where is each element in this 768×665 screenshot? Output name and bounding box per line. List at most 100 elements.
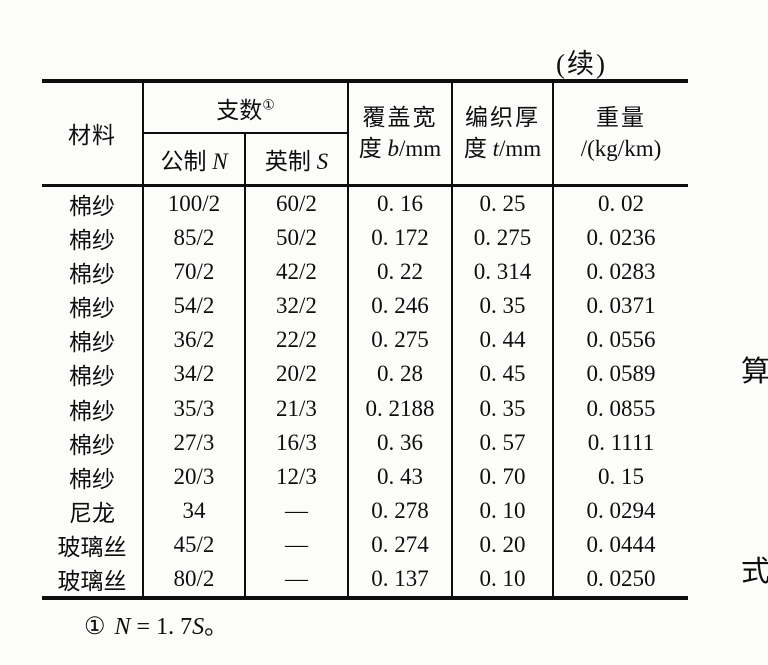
table-cell: 0. 20 — [452, 528, 554, 563]
table-cell: — — [245, 528, 349, 563]
table-cell: 85/2 — [143, 220, 246, 255]
table-cell: 35/3 — [143, 391, 246, 426]
header-cover-width: 覆盖宽 度 b/mm — [348, 81, 453, 187]
table-cell: 45/2 — [143, 528, 246, 563]
table-cell: 54/2 — [143, 288, 246, 324]
table-row: 棉纱 85/2 50/2 0. 172 0. 275 0. 0236 — [42, 220, 688, 255]
table-cell: 0. 275 — [348, 323, 453, 358]
table-cell: 玻璃丝 — [42, 528, 144, 563]
table-cell: 棉纱 — [42, 254, 144, 289]
table-cell: 0. 137 — [348, 562, 453, 599]
table-cell: 棉纱 — [42, 391, 144, 426]
table-cell: 27/3 — [143, 425, 246, 460]
table-cell: 0. 1111 — [587, 429, 655, 455]
footnote-ref-icon: ① — [262, 97, 275, 113]
table-cell: 0. 45 — [452, 357, 554, 392]
table-cell: 玻璃丝 — [42, 562, 144, 599]
table-cell: 0. 35 — [452, 391, 554, 426]
footnote-text: N = 1. 7S。 — [114, 614, 229, 640]
table-cell: 0. 314 — [452, 254, 554, 289]
header-material: 材料 — [42, 81, 144, 187]
table-cell: 0. 28 — [348, 357, 453, 392]
footnote: ① N = 1. 7S。 — [84, 606, 228, 641]
table-cell: 12/3 — [245, 459, 349, 494]
table-row: 棉纱 70/2 42/2 0. 22 0. 314 0. 0283 — [42, 254, 688, 289]
table-cell: 0. 0589 — [586, 361, 656, 387]
table-cell: 0. 02 — [598, 190, 644, 216]
table-cell: 16/3 — [245, 425, 349, 460]
table-cell: 80/2 — [143, 562, 246, 599]
table-cell: 棉纱 — [42, 425, 144, 460]
table-cell: 0. 70 — [452, 459, 554, 494]
table-cell: 100/2 — [143, 185, 246, 221]
adjacent-column-text-bottom: 式 — [741, 556, 768, 588]
table-cell: 0. 0371 — [586, 292, 656, 318]
table-cell: 棉纱 — [42, 323, 144, 358]
table-cell: 0. 275 — [452, 220, 554, 255]
table-cell: 34/2 — [143, 357, 246, 392]
header-count-group: 支数① — [143, 81, 349, 134]
table-cell: 棉纱 — [42, 357, 144, 392]
table-cell: 棉纱 — [42, 185, 144, 221]
table-cell: 36/2 — [143, 323, 246, 358]
table-cell: 棉纱 — [42, 288, 144, 324]
table-row: 棉纱 20/3 12/3 0. 43 0. 70 0. 15 — [42, 459, 688, 494]
table-cell: 50/2 — [245, 220, 349, 255]
table-row: 玻璃丝 45/2—0. 274 0. 20 0. 0444 — [42, 528, 688, 563]
table-cell: — — [245, 494, 349, 529]
table-cell: 0. 10 — [452, 494, 554, 529]
table-cell: 0. 0236 — [586, 224, 656, 250]
table-body: 棉纱 100/2 60/2 0. 16 0. 25 0. 02 棉纱 85/2 50/2 0. 1… — [42, 185, 688, 599]
table-cell: 22/2 — [245, 323, 349, 358]
header-row-1: 材料 支数① 覆盖宽 度 b/mm 编织厚 度 t/mm 重量 /(kg/km) — [42, 81, 688, 187]
material-count-table: 材料 支数① 覆盖宽 度 b/mm 编织厚 度 t/mm 重量 /(kg/km) — [42, 79, 688, 601]
table-header: 材料 支数① 覆盖宽 度 b/mm 编织厚 度 t/mm 重量 /(kg/km) — [42, 81, 688, 187]
table-cell: 0. 35 — [452, 288, 554, 324]
adjacent-column-text-top: 算 — [741, 356, 768, 388]
table-row: 尼龙 34—0. 278 0. 10 0. 0294 — [42, 494, 688, 529]
table-cell: 20/2 — [245, 357, 349, 392]
table-cell: 20/3 — [143, 459, 246, 494]
table-cell: 0. 2188 — [348, 391, 453, 426]
table-cell: 0. 274 — [348, 528, 453, 563]
table-cell: 0. 44 — [452, 323, 554, 358]
table-cell: 0. 172 — [348, 220, 453, 255]
table-cell: 42/2 — [245, 254, 349, 289]
table-cell: 0. 0283 — [586, 258, 656, 284]
table-cell: 棉纱 — [42, 459, 144, 494]
table-cell: 0. 16 — [348, 185, 453, 221]
table-row: 棉纱 36/2 22/2 0. 275 0. 44 0. 0556 — [42, 323, 688, 358]
header-metric-count: 公制 N — [143, 133, 246, 187]
table-cell: 0. 10 — [452, 562, 554, 599]
table-cell: 0. 25 — [452, 185, 554, 221]
table-cell: 0. 0294 — [586, 498, 656, 524]
continued-label: (续) — [556, 49, 607, 79]
table-cell: 0. 15 — [598, 463, 644, 489]
table-cell: 34 — [143, 494, 246, 529]
table-cell: 0. 246 — [348, 288, 453, 324]
table-cell: 0. 57 — [452, 425, 554, 460]
table-cell: 尼龙 — [42, 494, 144, 529]
header-weight: 重量 /(kg/km) — [553, 81, 688, 187]
header-row-2: 公制 N 英制 S — [42, 133, 688, 187]
table-cell: 0. 43 — [348, 459, 453, 494]
table-cell: 0. 0855 — [586, 395, 656, 421]
table-row: 棉纱 35/3 21/3 0. 2188 0. 35 0. 0855 — [42, 391, 688, 426]
table-cell: 棉纱 — [42, 220, 144, 255]
table-cell: 0. 0556 — [586, 327, 656, 353]
header-imperial-count: 英制 S — [245, 133, 349, 187]
table-row: 棉纱 100/2 60/2 0. 16 0. 25 0. 02 — [42, 185, 688, 221]
table-row: 玻璃丝 80/2—0. 137 0. 10 0. 0250 — [42, 562, 688, 599]
table-row: 棉纱 34/2 20/2 0. 28 0. 45 0. 0589 — [42, 357, 688, 392]
table-cell: — — [245, 562, 349, 599]
table-cell: 21/3 — [245, 391, 349, 426]
table-cell: 60/2 — [245, 185, 349, 221]
table-cell: 0. 0250 — [586, 566, 656, 592]
table-cell: 0. 278 — [348, 494, 453, 529]
table-row: 棉纱 54/2 32/2 0. 246 0. 35 0. 0371 — [42, 288, 688, 324]
header-braid-thickness: 编织厚 度 t/mm — [452, 81, 554, 187]
table-cell: 0. 36 — [348, 425, 453, 460]
table-cell: 0. 22 — [348, 254, 453, 289]
table-row: 棉纱 27/3 16/3 0. 36 0. 57 0. 1111 — [42, 425, 688, 460]
